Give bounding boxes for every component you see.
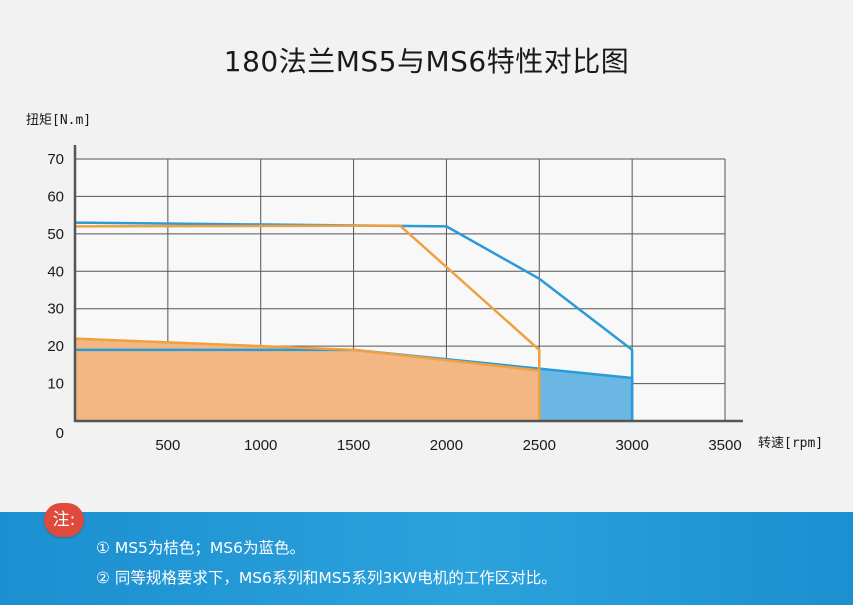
y-tick-label-30: 30	[47, 301, 64, 318]
torque-speed-chart: 0 10 20 30 40 50 60 70 500 1000 1500 2000 2500 3000 35…	[26, 113, 823, 454]
note-line-1: ① MS5为桔色；MS6为蓝色。	[96, 539, 305, 557]
tick-labels: 0 10 20 30 40 50 60 70 500 1000 1500 2000 2500 3000 35…	[47, 151, 741, 454]
note-line-2: ② 同等规格要求下，MS6系列和MS5系列3KW电机的工作区对比。	[96, 569, 557, 587]
y-tick-label-50: 50	[47, 226, 64, 243]
y-tick-label-70: 70	[47, 151, 64, 168]
ms5-continuous-line	[74, 337, 541, 421]
x-tick-label-3500: 3500	[708, 437, 741, 454]
note-badge: 注:	[44, 503, 84, 537]
curves	[74, 221, 634, 421]
x-tick-label-2500: 2500	[523, 437, 556, 454]
y-tick-label-10: 10	[47, 376, 64, 393]
x-tick-label-2000: 2000	[430, 437, 463, 454]
ms6-continuous-line	[75, 348, 634, 421]
x-tick-label-1000: 1000	[244, 437, 277, 454]
areas	[75, 338, 633, 421]
y-tick-label-60: 60	[47, 188, 64, 205]
y-axis-label: 扭矩[N.m]	[26, 113, 91, 128]
y-tick-label-20: 20	[47, 338, 64, 355]
y-tick-label-40: 40	[47, 263, 64, 280]
axes	[73, 145, 743, 423]
chart-title: 180法兰MS5与MS6特性对比图	[223, 45, 630, 78]
ms5-continuous-area	[75, 338, 540, 421]
y-tick-label-0: 0	[56, 425, 64, 442]
x-tick-label-3000: 3000	[615, 437, 648, 454]
x-tick-label-500: 500	[155, 437, 180, 454]
x-axis-label: 转速[rpm]	[758, 436, 823, 451]
note-band	[0, 512, 853, 605]
x-tick-label-1500: 1500	[337, 437, 370, 454]
